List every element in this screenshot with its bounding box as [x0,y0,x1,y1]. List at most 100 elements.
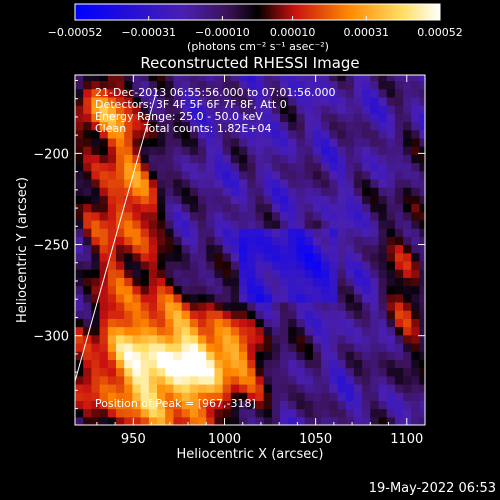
heatmap-cell [222,121,232,131]
heatmap-cell [214,392,224,401]
heatmap-cell [222,342,232,352]
heatmap-cell [345,170,355,180]
heatmap-cell [75,416,84,425]
heatmap-cell [173,121,183,131]
heatmap-cell [353,318,363,328]
heatmap-cell [345,326,355,336]
heatmap-cell [239,88,248,98]
heatmap-cell [386,154,396,164]
heatmap-cell [107,187,117,196]
heatmap-cell [321,301,330,311]
heatmap-cell [403,408,412,418]
heatmap-cell [198,383,207,393]
heatmap-cell [206,170,216,180]
heatmap-cell [99,178,109,188]
heatmap-cell [362,96,371,106]
heatmap-cell [165,293,175,303]
heatmap-cell [288,277,298,287]
heatmap-cell [222,96,232,106]
heatmap-cell [419,326,425,336]
heatmap-cell [83,293,92,303]
heatmap-cell [214,211,224,221]
heatmap-cell [83,219,92,229]
heatmap-cell [140,244,150,254]
heatmap-cell [411,203,421,213]
heatmap-cell [304,146,314,155]
heatmap-cell [263,334,273,344]
heatmap-cell [247,400,257,410]
heatmap-cell [91,285,101,295]
heatmap-cell [255,80,265,90]
heatmap-cell [337,342,347,352]
heatmap-cell [230,293,240,303]
heatmap-cell [140,236,150,246]
heatmap-cell [99,219,109,229]
heatmap-cell [173,105,183,114]
heatmap-cell [321,326,330,336]
heatmap-cell [304,277,314,287]
heatmap-cell [386,105,396,114]
heatmap-cell [83,252,92,262]
heatmap-cell [271,408,281,418]
heatmap-cell [132,252,142,262]
heatmap-cell [271,334,281,344]
heatmap-cell [386,195,396,205]
heatmap-cell [165,269,175,278]
y-tick-label: −250 [33,239,69,254]
heatmap-cell [386,269,396,278]
heatmap-cell [132,408,142,418]
heatmap-cell [288,318,298,328]
heatmap-cell [148,211,158,221]
heatmap-cell [124,252,134,262]
heatmap-cell [345,277,355,287]
heatmap-cell [107,88,117,98]
heatmap-cell [99,203,109,213]
heatmap-cell [403,392,412,401]
heatmap-cell [321,195,330,205]
heatmap-cell [263,203,273,213]
heatmap-cell [419,392,425,401]
heatmap-cell [189,228,199,237]
heatmap-cell [403,310,412,319]
heatmap-cell [280,351,289,360]
heatmap-cell [255,113,265,123]
heatmap-cell [296,96,306,106]
heatmap-cell [271,75,281,82]
heatmap-cell [157,228,166,237]
heatmap-cell [157,334,166,344]
heatmap-cell [288,326,298,336]
heatmap-cell [247,375,257,385]
heatmap-cell [222,301,232,311]
heatmap-cell [288,211,298,221]
heatmap-cell [370,203,380,213]
chart-title: Reconstructed RHESSI Image [140,54,359,72]
heatmap-cell [271,383,281,393]
heatmap-cell [230,260,240,270]
heatmap-cell [214,416,224,425]
heatmap-cell [124,170,134,180]
heatmap-cell [132,342,142,352]
heatmap-cell [116,137,125,147]
heatmap-cell [157,252,166,262]
heatmap-cell [116,359,125,369]
heatmap-cell [230,244,240,254]
heatmap-cell [83,178,92,188]
heatmap-cell [116,383,125,393]
heatmap-cell [165,392,175,401]
heatmap-cell [157,88,166,98]
heatmap-cell [99,318,109,328]
heatmap-cell [198,310,207,319]
heatmap-cell [378,170,388,180]
heatmap-cell [378,342,388,352]
heatmap-cell [206,252,216,262]
heatmap-cell [280,301,289,311]
heatmap-cell [329,80,339,90]
heatmap-cell [124,318,134,328]
heatmap-cell [403,326,412,336]
heatmap-cell [329,285,339,295]
heatmap-cell [304,113,314,123]
heatmap-cell [148,137,158,147]
heatmap-cell [386,244,396,254]
heatmap-cell [239,162,248,172]
